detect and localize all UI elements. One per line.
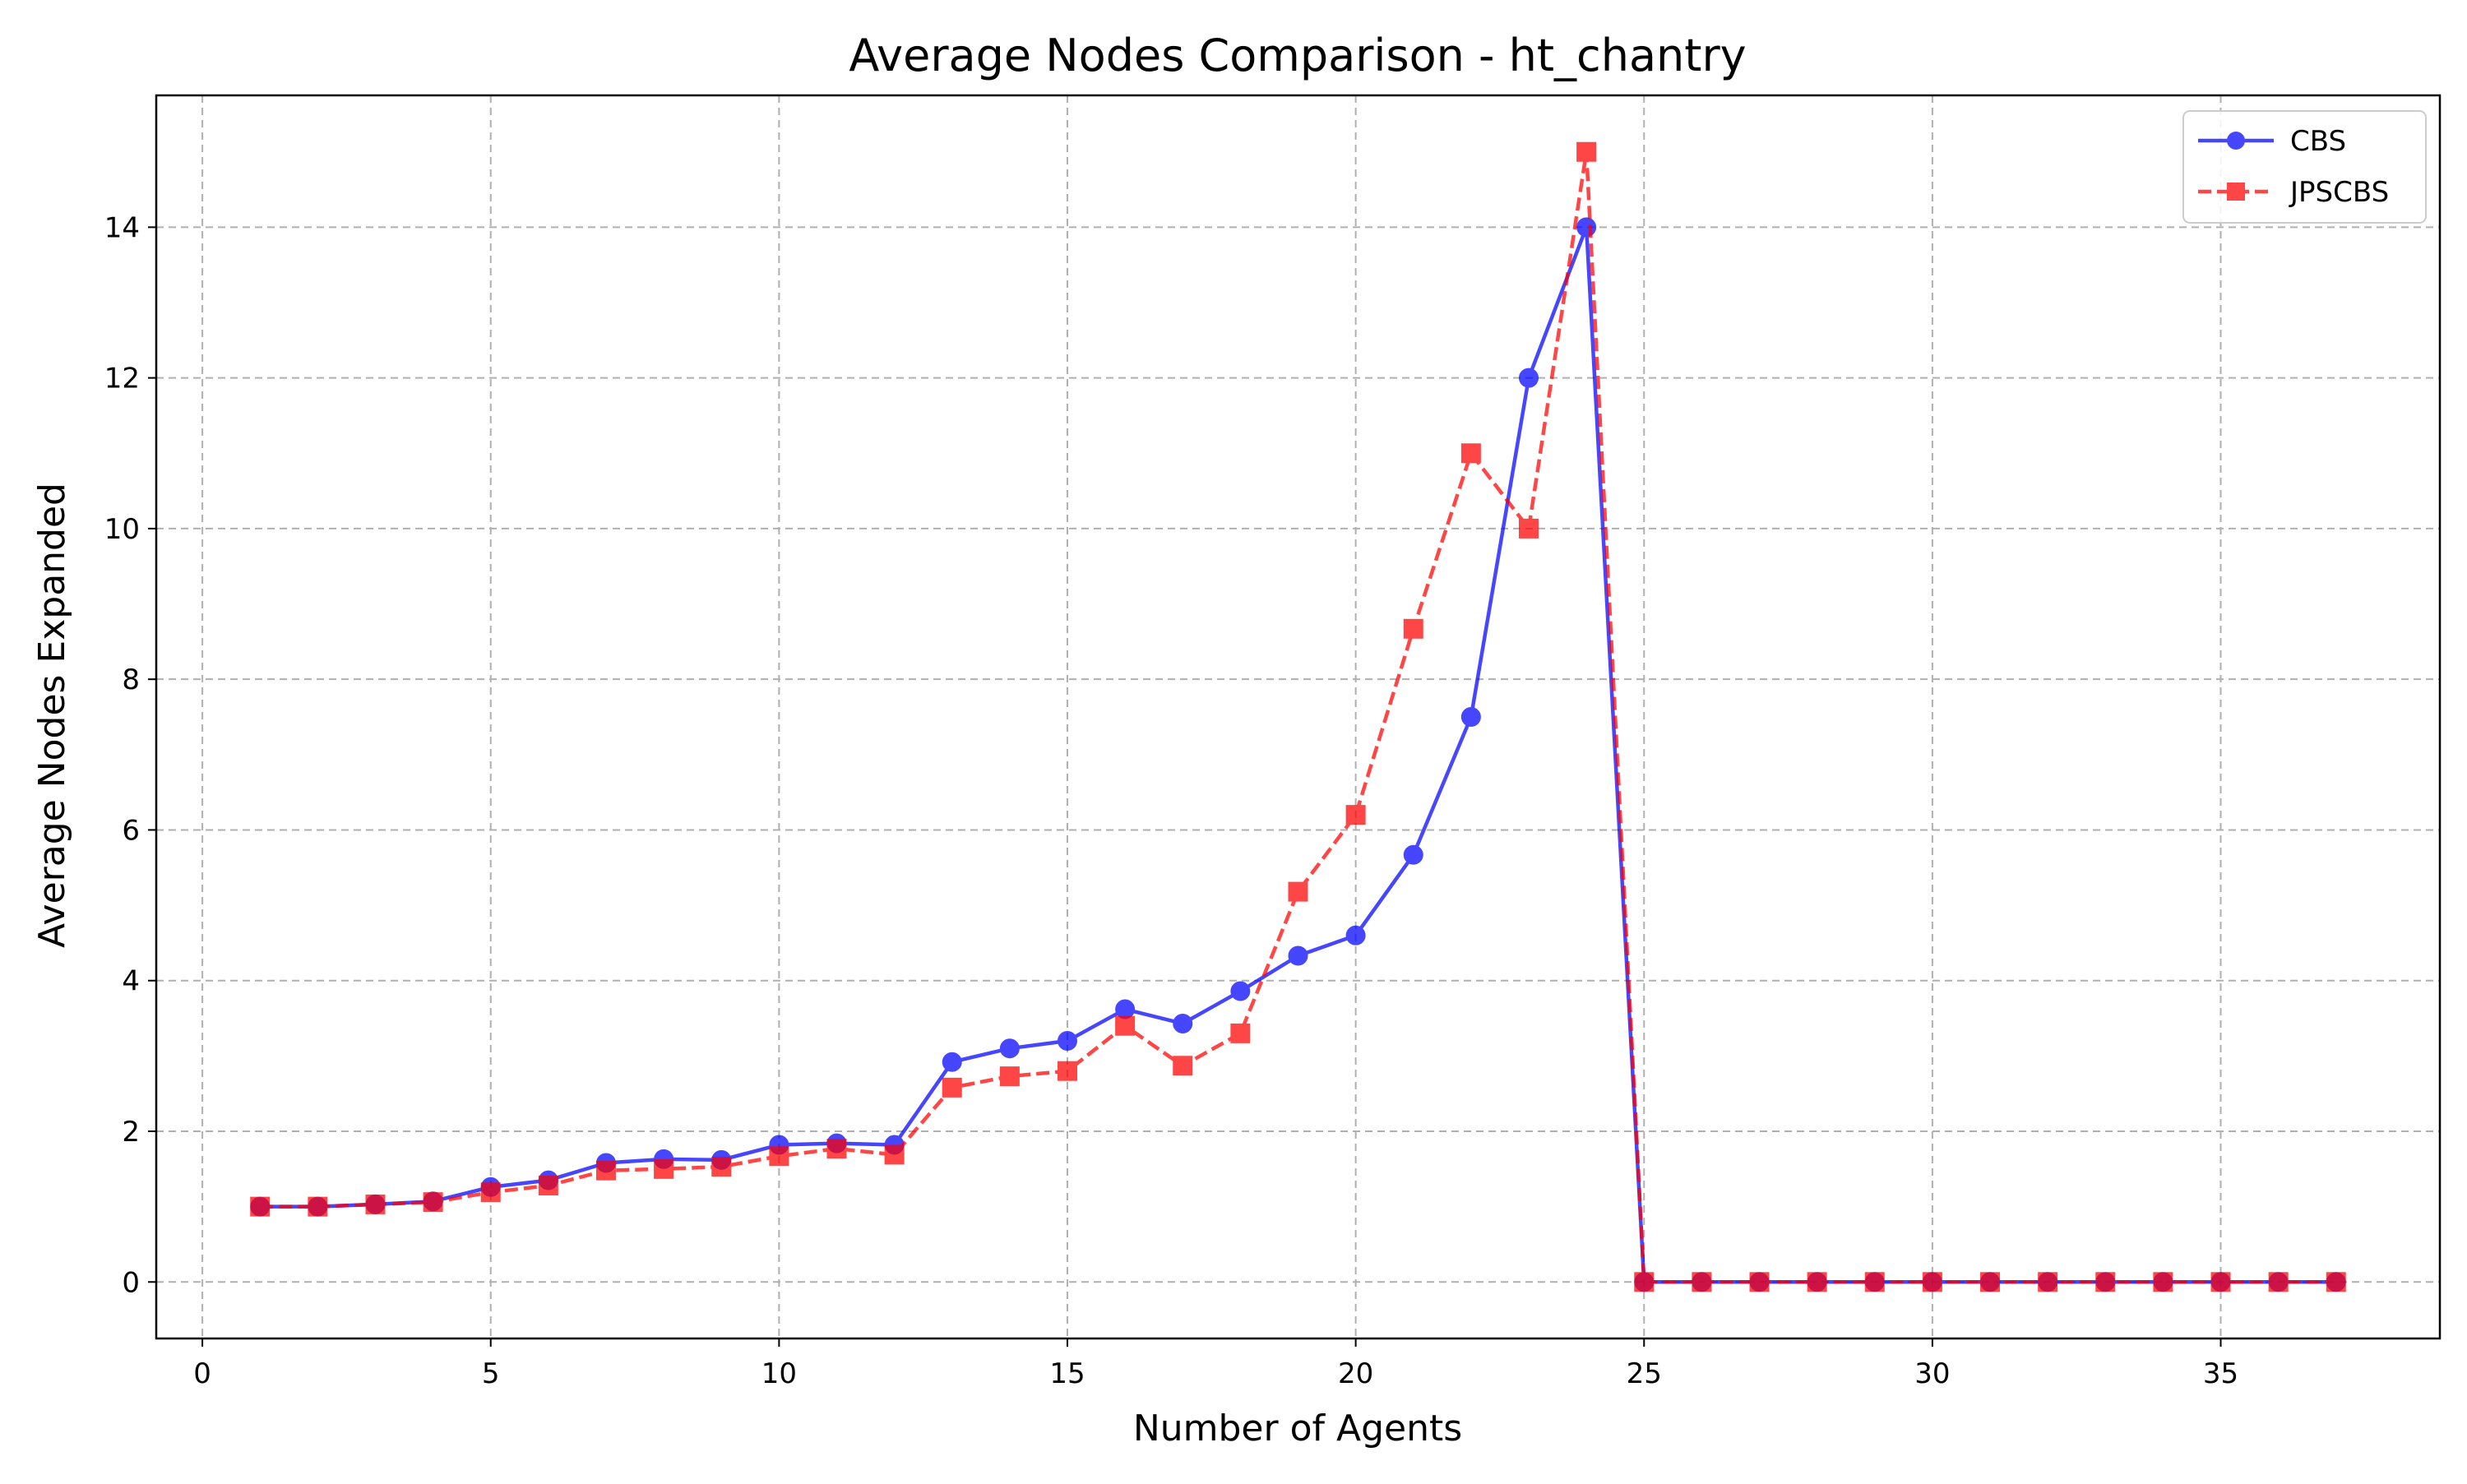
- data-point-jpscbs: [1115, 1015, 1136, 1036]
- data-point-jpscbs: [1634, 1272, 1655, 1292]
- chart-title: Average Nodes Comparison - ht_chantry: [849, 30, 1746, 81]
- y-tick-label: 10: [104, 513, 140, 546]
- legend-label-cbs: CBS: [2290, 125, 2346, 158]
- data-point-jpscbs: [423, 1192, 443, 1213]
- data-point-jpscbs: [1749, 1272, 1770, 1292]
- axis-ticks: 0 5 10 15 20 25 30 35 0 2 4 6 8 10 12 14: [104, 211, 2238, 1390]
- data-point-jpscbs: [826, 1139, 847, 1159]
- legend-marker-jpscbs: [2227, 183, 2245, 201]
- data-point-jpscbs: [1288, 881, 1308, 902]
- series-jpscbs: [250, 141, 2346, 1292]
- data-point-jpscbs: [1980, 1272, 2001, 1292]
- data-point-jpscbs: [1057, 1061, 1077, 1081]
- data-point-jpscbs: [884, 1144, 905, 1165]
- data-point-jpscbs: [1519, 518, 1539, 539]
- data-point-cbs: [1519, 368, 1539, 388]
- data-point-jpscbs: [2210, 1272, 2231, 1292]
- data-point-jpscbs: [1922, 1272, 1942, 1292]
- data-point-jpscbs: [2095, 1272, 2116, 1292]
- data-point-jpscbs: [2038, 1272, 2058, 1292]
- y-tick-label: 12: [104, 363, 140, 395]
- y-tick-label: 6: [122, 814, 140, 847]
- x-tick-label: 30: [1914, 1357, 1950, 1390]
- data-point-jpscbs: [2326, 1272, 2346, 1292]
- data-point-cbs: [1230, 981, 1251, 1001]
- data-point-cbs: [1057, 1031, 1077, 1052]
- data-point-jpscbs: [942, 1077, 962, 1098]
- data-point-cbs: [1576, 217, 1597, 238]
- data-point-jpscbs: [1460, 443, 1481, 464]
- y-tick-label: 0: [122, 1266, 140, 1299]
- data-point-jpscbs: [538, 1175, 558, 1195]
- data-point-jpscbs: [1403, 618, 1423, 639]
- data-point-cbs: [1345, 925, 1366, 945]
- x-tick-label: 35: [2203, 1357, 2238, 1390]
- data-point-cbs: [1403, 844, 1423, 865]
- y-tick-label: 8: [122, 663, 140, 696]
- x-tick-label: 25: [1627, 1357, 1662, 1390]
- data-point-jpscbs: [769, 1146, 789, 1167]
- legend-entry-cbs: [2198, 132, 2274, 150]
- x-tick-label: 10: [761, 1357, 797, 1390]
- y-axis-label: Average Nodes Expanded: [31, 483, 73, 948]
- data-point-jpscbs: [1807, 1272, 1827, 1292]
- legend-label-jpscbs: JPSCBS: [2289, 176, 2389, 209]
- y-tick-label: 2: [122, 1116, 140, 1149]
- data-point-cbs: [1288, 945, 1308, 966]
- data-point-jpscbs: [308, 1196, 328, 1217]
- data-point-jpscbs: [2153, 1272, 2173, 1292]
- y-tick-label: 4: [122, 965, 140, 998]
- series-line-cbs: [260, 225, 2336, 1284]
- x-tick-label: 15: [1049, 1357, 1085, 1390]
- data-point-jpscbs: [595, 1160, 616, 1181]
- data-point-cbs: [1173, 1013, 1193, 1033]
- data-point-jpscbs: [999, 1066, 1020, 1087]
- data-point-jpscbs: [480, 1182, 501, 1203]
- series-cbs: [250, 217, 2346, 1292]
- data-point-jpscbs: [1692, 1272, 1712, 1292]
- data-point-cbs: [1460, 707, 1481, 727]
- data-point-jpscbs: [1345, 805, 1366, 825]
- x-axis-label: Number of Agents: [1133, 1408, 1462, 1449]
- series-group: [250, 141, 2346, 1292]
- data-point-cbs: [942, 1052, 962, 1072]
- x-tick-label: 5: [482, 1357, 500, 1390]
- data-point-jpscbs: [2268, 1272, 2289, 1292]
- data-point-jpscbs: [1230, 1023, 1251, 1043]
- y-tick-label: 14: [104, 211, 140, 244]
- grid: [156, 95, 2440, 1338]
- legend-marker-cbs: [2227, 132, 2245, 150]
- data-point-jpscbs: [1864, 1272, 1885, 1292]
- data-point-jpscbs: [365, 1194, 386, 1214]
- plot-frame: [155, 94, 2442, 1340]
- data-point-jpscbs: [654, 1158, 674, 1179]
- data-point-jpscbs: [711, 1157, 732, 1177]
- data-point-jpscbs: [250, 1196, 271, 1217]
- legend: CBS JPSCBS: [2182, 110, 2427, 224]
- series-line-jpscbs: [260, 150, 2336, 1284]
- data-point-jpscbs: [1576, 141, 1597, 162]
- x-tick-label: 0: [193, 1357, 211, 1390]
- data-point-jpscbs: [1173, 1056, 1193, 1076]
- x-tick-label: 20: [1338, 1357, 1373, 1390]
- data-point-cbs: [999, 1038, 1020, 1059]
- legend-entry-jpscbs: [2198, 183, 2274, 201]
- data-point-cbs: [1115, 999, 1136, 1019]
